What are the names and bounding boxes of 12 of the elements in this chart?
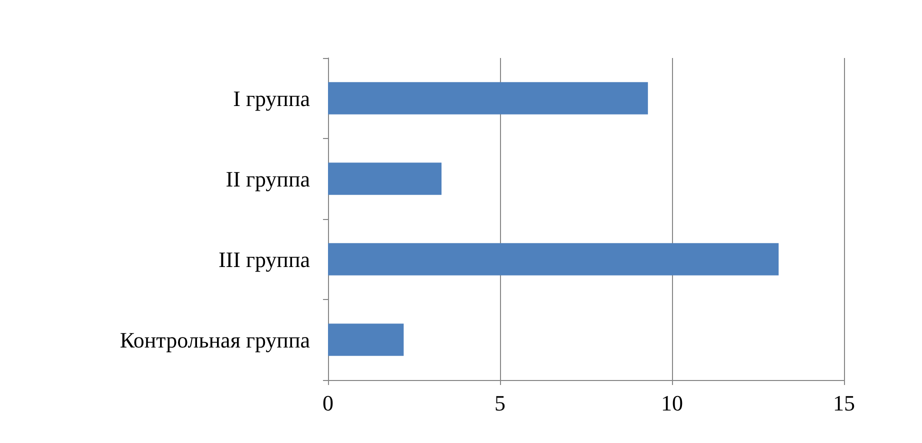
- bar: [328, 82, 648, 114]
- x-tick-label: 15: [833, 390, 855, 416]
- x-tick-label: 10: [661, 390, 683, 416]
- y-tick-label: Контрольная группа: [120, 327, 310, 352]
- y-tick-label: III группа: [218, 246, 310, 272]
- x-tick-label: 5: [494, 390, 506, 416]
- bar: [328, 162, 442, 195]
- bar: [328, 324, 404, 356]
- bar: [328, 243, 779, 276]
- y-tick-label: I группа: [233, 86, 310, 111]
- y-tick-label: II группа: [226, 166, 310, 192]
- x-tick-label: 0: [322, 390, 334, 416]
